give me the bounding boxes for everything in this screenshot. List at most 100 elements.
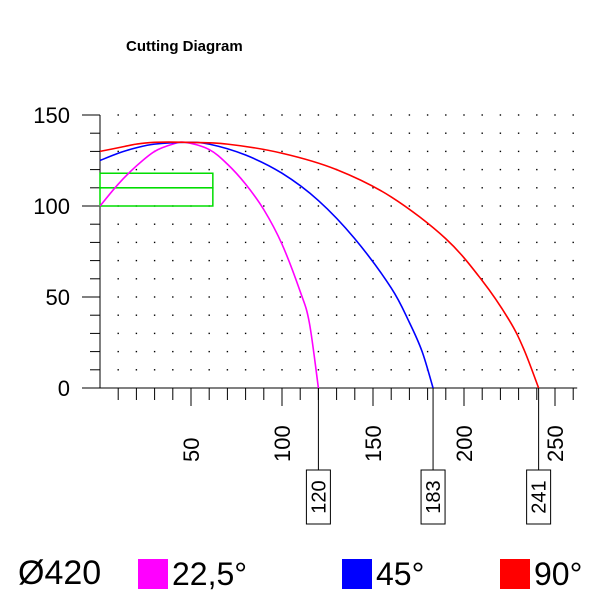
grid-dot [317, 205, 320, 207]
x-tick-label: 50 [179, 438, 204, 462]
curve-1 [99, 141, 434, 389]
grid-dot [153, 168, 156, 171]
grid-dot [536, 259, 538, 262]
grid-dot [190, 278, 192, 280]
grid-dot [263, 332, 265, 335]
grid-dot [390, 369, 392, 371]
grid-dots [117, 114, 574, 371]
grid-dot [426, 296, 429, 298]
grid-dot [153, 241, 156, 244]
grid-dot [335, 205, 338, 207]
grid-dot [463, 150, 465, 153]
grid-dot [172, 132, 174, 134]
grid-dot [190, 296, 192, 298]
grid-dot [281, 187, 283, 189]
grid-dot [117, 241, 119, 244]
grid-dot [117, 314, 119, 316]
grid-dot [408, 187, 411, 189]
grid-dot [445, 332, 447, 335]
endpoint-label: 183 [423, 480, 445, 513]
grid-dot [281, 259, 283, 262]
grid-dot [153, 114, 156, 116]
grid-dot [536, 150, 538, 153]
grid-dot [172, 369, 174, 371]
grid-dot [499, 278, 502, 280]
grid-dot [117, 150, 119, 153]
grid-dot [153, 369, 156, 371]
grid-dot [317, 369, 320, 371]
grid-dot [390, 132, 392, 134]
grid-dot [172, 114, 174, 116]
grid-dot [426, 259, 429, 262]
grid-dot [445, 350, 447, 353]
grid-dot [281, 369, 283, 371]
grid-dot [390, 278, 392, 280]
grid-dot [281, 205, 283, 207]
grid-dot [244, 187, 247, 189]
grid-dot [317, 314, 320, 316]
grid-dot [445, 296, 447, 298]
grid-dot [117, 132, 119, 134]
grid-dot [317, 168, 320, 171]
grid-dot [499, 314, 502, 316]
grid-dot [226, 168, 229, 171]
grid-dot [481, 332, 483, 335]
grid-dot [572, 332, 574, 335]
legend-label-22-5: 22,5° [172, 556, 248, 592]
grid-dot [499, 150, 502, 153]
grid-dot [153, 278, 156, 280]
grid-dot [172, 332, 174, 335]
grid-dot [354, 332, 356, 335]
grid-dot [554, 187, 556, 189]
grid-dot [172, 150, 174, 153]
grid-dot [172, 314, 174, 316]
grid-dot [426, 150, 429, 153]
grid-dot [263, 314, 265, 316]
grid-dot [117, 259, 119, 262]
grid-dot [572, 205, 574, 207]
grid-dot [572, 241, 574, 244]
y-tick-label: 50 [46, 285, 70, 310]
grid-dot [517, 296, 520, 298]
grid-dot [354, 259, 356, 262]
grid-dot [135, 114, 138, 116]
grid-dot [172, 241, 174, 244]
grid-dot [354, 314, 356, 316]
grid-dot [536, 314, 538, 316]
curve-2 [99, 141, 540, 389]
grid-dot [517, 132, 520, 134]
grid-dot [117, 114, 119, 116]
legend-label-45: 45° [376, 556, 425, 592]
grid-dot [426, 314, 429, 316]
grid-dot [172, 259, 174, 262]
grid-dot [208, 223, 210, 225]
grid-dot [445, 241, 447, 244]
grid-dot [117, 296, 119, 298]
grid-dot [517, 314, 520, 316]
grid-dot [572, 187, 574, 189]
grid-dot [244, 132, 247, 134]
grid-dot [463, 278, 465, 280]
grid-dot [299, 205, 301, 207]
grid-dot [226, 114, 229, 116]
grid-dot [499, 223, 502, 225]
grid-dot [135, 132, 138, 134]
grid-dot [281, 114, 283, 116]
grid-dot [226, 350, 229, 353]
grid-dot [463, 168, 465, 171]
grid-dot [554, 114, 556, 116]
grid-dot [463, 259, 465, 262]
grid-dot [372, 241, 374, 244]
grid-dot [426, 241, 429, 244]
grid-dot [317, 241, 320, 244]
grid-dot [135, 168, 138, 171]
grid-dot [263, 296, 265, 298]
grid-dot [317, 296, 320, 298]
grid-dot [354, 114, 356, 116]
grid-dot [190, 314, 192, 316]
grid-dot [263, 259, 265, 262]
grid-dot [372, 314, 374, 316]
grid-dot [554, 369, 556, 371]
grid-dot [153, 296, 156, 298]
grid-dot [208, 114, 210, 116]
